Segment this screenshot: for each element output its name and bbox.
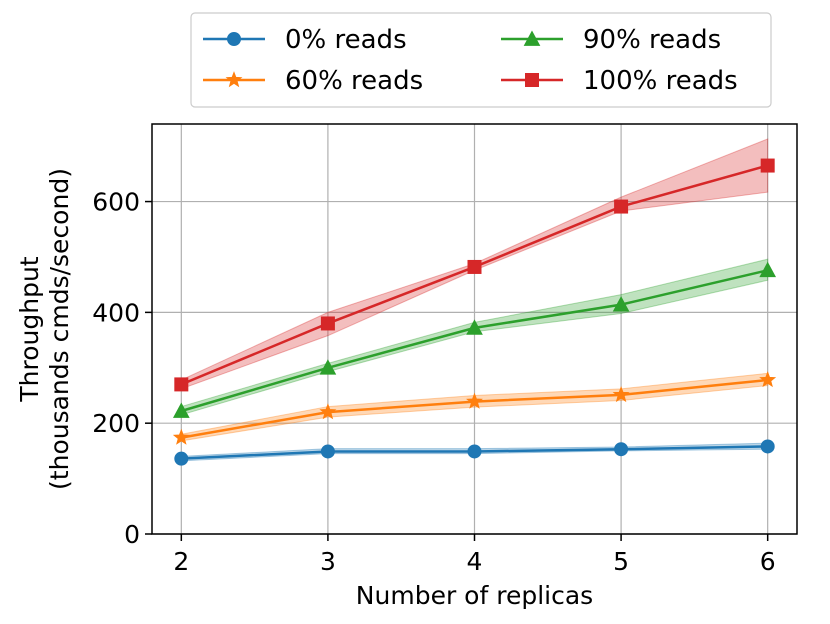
legend-label: 60% reads — [285, 66, 423, 96]
legend-label: 90% reads — [583, 25, 721, 55]
legend-item-0: 0% reads — [203, 25, 407, 55]
star-marker — [759, 371, 777, 388]
triangle-marker — [523, 30, 541, 46]
y-tick-label: 0 — [124, 520, 140, 549]
square-marker — [467, 259, 482, 274]
circle-marker — [174, 451, 189, 466]
circle-marker — [320, 444, 335, 459]
square-marker — [174, 377, 189, 392]
y-axis-label-line-1: Throughput — [15, 256, 44, 402]
triangle-marker — [172, 402, 190, 418]
y-tick-label: 600 — [92, 188, 140, 217]
star-marker — [612, 386, 630, 403]
legend-item-1: 60% reads — [203, 66, 423, 96]
y-axis-label: Throughput (thousands cmds/second) — [15, 168, 74, 490]
square-marker — [525, 73, 539, 87]
circle-marker — [614, 442, 629, 457]
legend-item-3: 100% reads — [501, 66, 738, 96]
legend-label: 0% reads — [285, 25, 407, 55]
triangle-marker — [759, 261, 777, 278]
star-marker — [319, 403, 337, 420]
star-marker — [172, 428, 190, 445]
y-tick-label: 400 — [92, 298, 140, 327]
x-tick-label: 3 — [320, 547, 336, 576]
axis-ticks: 2 3 4 5 6 0 200 400 600 — [92, 188, 775, 576]
x-tick-label: 4 — [467, 547, 483, 576]
x-tick-label: 2 — [173, 547, 189, 576]
triangle-marker — [319, 359, 337, 375]
series-lines — [172, 158, 777, 466]
triangle-marker — [466, 319, 483, 335]
square-marker — [614, 199, 629, 214]
circle-marker — [760, 439, 775, 454]
legend: 0% reads 60% reads 90% reads 100% reads — [190, 12, 772, 108]
y-axis-label-line-2: (thousands cmds/second) — [45, 168, 74, 490]
legend-label: 100% reads — [583, 66, 738, 96]
square-marker — [760, 158, 775, 173]
triangle-marker — [612, 296, 630, 312]
square-marker — [320, 316, 335, 331]
x-tick-label: 5 — [613, 547, 629, 576]
star-marker — [225, 71, 243, 88]
y-tick-label: 200 — [92, 409, 140, 438]
star-marker — [466, 392, 483, 409]
legend-item-2: 90% reads — [501, 25, 721, 55]
circle-marker — [467, 444, 482, 459]
x-tick-label: 6 — [760, 547, 776, 576]
circle-marker — [227, 32, 241, 46]
x-axis-label: Number of replicas — [356, 581, 593, 610]
legend-box — [190, 12, 772, 108]
